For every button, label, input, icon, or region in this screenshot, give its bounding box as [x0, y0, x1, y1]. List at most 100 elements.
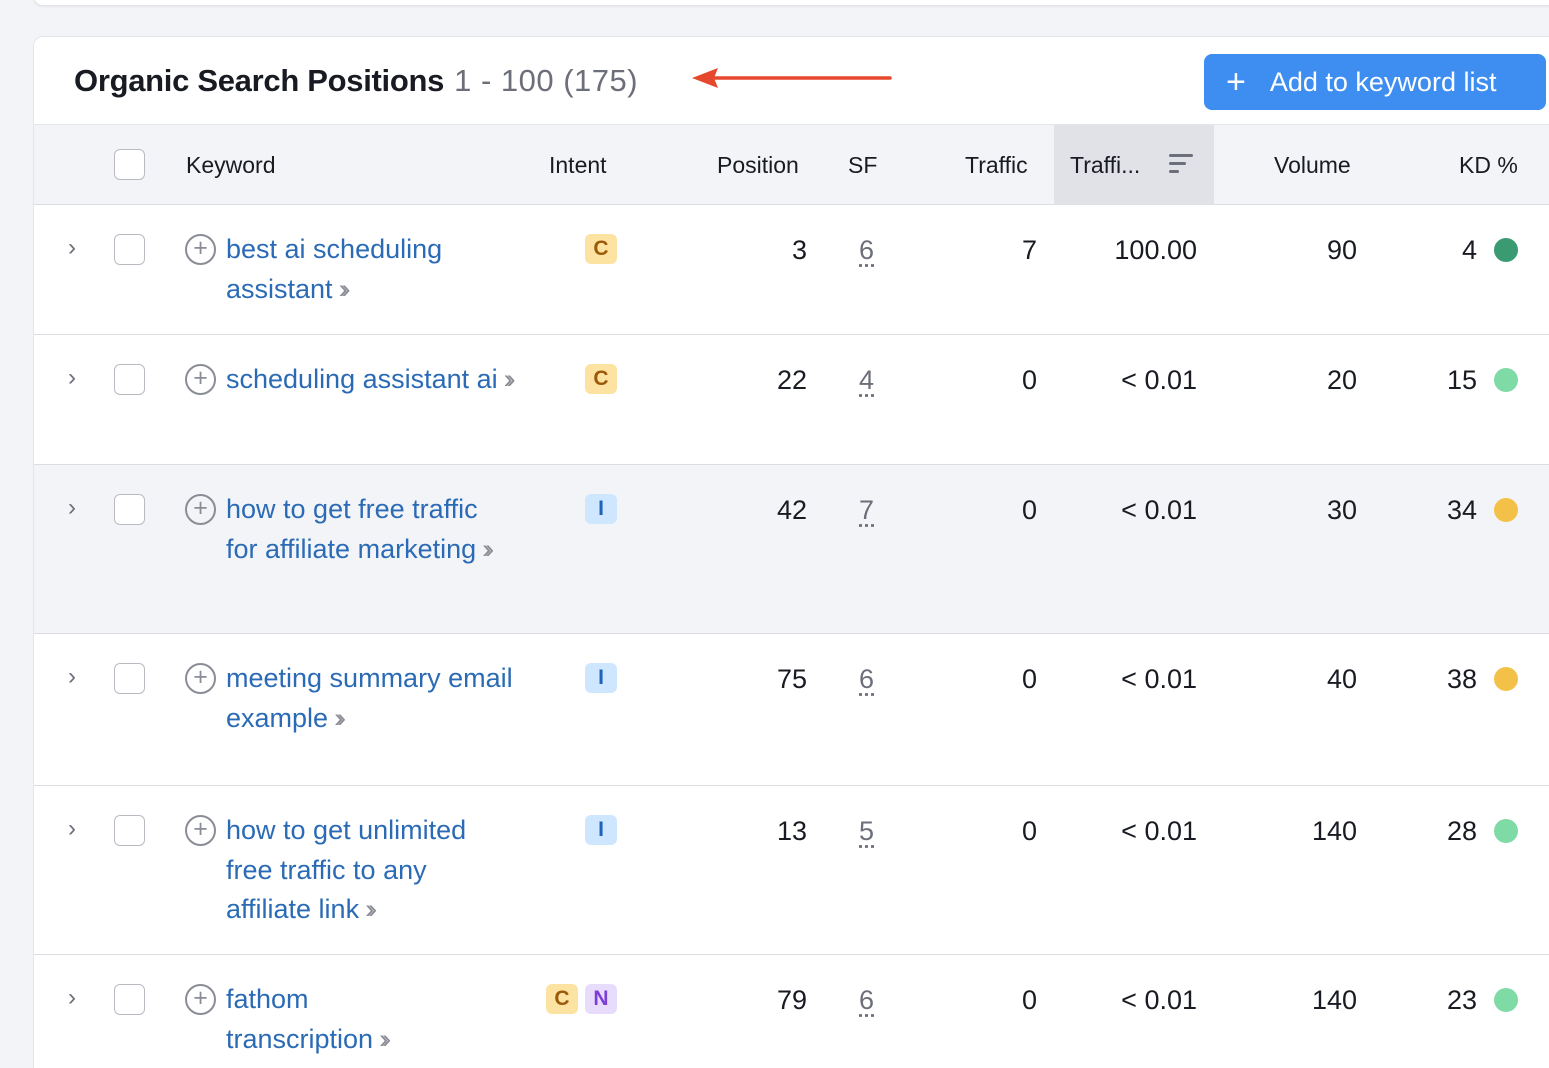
- add-button-label: Add to keyword list: [1269, 66, 1497, 97]
- volume-value: 40: [1326, 664, 1357, 694]
- traffic-value: 0: [1021, 985, 1037, 1015]
- chevron-right-icon[interactable]: ›: [68, 364, 76, 391]
- keyword-link[interactable]: meeting summary email example ››: [226, 663, 513, 733]
- kd-value: 4: [1461, 235, 1477, 265]
- intent-badge: C: [585, 364, 617, 394]
- serp-features-value[interactable]: 5: [859, 816, 875, 846]
- serp-features-value[interactable]: 6: [859, 664, 875, 694]
- traffic-value: 0: [1021, 495, 1037, 525]
- select-all-checkbox[interactable]: [114, 149, 145, 180]
- traffic-percent-value: 100.00: [1114, 235, 1197, 265]
- chevron-right-icon[interactable]: ›: [68, 815, 76, 842]
- col-traffic-percent-label: Traffi...: [1070, 152, 1141, 178]
- row-checkbox[interactable]: [114, 984, 145, 1015]
- volume-value: 140: [1311, 816, 1357, 846]
- col-volume[interactable]: Volume: [1274, 152, 1351, 178]
- organic-positions-panel: Organic Search Positions 1 - 100 (175) +…: [33, 36, 1549, 1068]
- col-traffic[interactable]: Traffic: [965, 152, 1028, 178]
- red-arrow-icon: [692, 68, 892, 88]
- results-count: 1 - 100 (175): [454, 63, 639, 98]
- plus-circle-icon[interactable]: +: [185, 364, 216, 395]
- table-row: › + meeting summary email example ›› I 75…: [34, 634, 1549, 786]
- kd-indicator: [1494, 238, 1518, 262]
- table-row: › + how to get free traffic for affiliat…: [34, 465, 1549, 634]
- keyword-link[interactable]: best ai scheduling assistant ››: [226, 234, 443, 304]
- keyword-link[interactable]: scheduling assistant ai ››: [226, 364, 516, 394]
- col-keyword[interactable]: Keyword: [186, 152, 276, 178]
- intent-badge: C: [585, 234, 617, 264]
- top-card-edge: [33, 0, 1549, 6]
- traffic-value: 0: [1021, 365, 1037, 395]
- intent-badge: I: [585, 815, 617, 845]
- position-value: 3: [791, 235, 807, 265]
- chevron-right-icon[interactable]: ›: [68, 984, 76, 1011]
- kd-indicator: [1494, 988, 1518, 1012]
- col-position[interactable]: Position: [717, 152, 799, 178]
- plus-circle-icon[interactable]: +: [185, 984, 216, 1015]
- position-value: 79: [776, 985, 807, 1015]
- page-title: Organic Search Positions: [74, 63, 445, 98]
- volume-value: 90: [1326, 235, 1357, 265]
- position-value: 22: [776, 365, 807, 395]
- plus-circle-icon[interactable]: +: [185, 815, 216, 846]
- col-sf[interactable]: SF: [848, 152, 878, 178]
- plus-circle-icon[interactable]: +: [185, 234, 216, 265]
- table-row: › + fathom transcription ›› C N 79 6 0 < …: [34, 955, 1549, 1068]
- kd-value: 28: [1446, 816, 1477, 846]
- volume-value: 20: [1326, 365, 1357, 395]
- serp-features-value[interactable]: 6: [859, 235, 875, 265]
- double-chevron-right-icon[interactable]: ››: [379, 1023, 391, 1054]
- row-checkbox[interactable]: [114, 663, 145, 694]
- chevron-right-icon[interactable]: ›: [68, 494, 76, 521]
- col-traffic-percent[interactable]: Traffi...: [1054, 125, 1214, 205]
- table-row: › + how to get unlimited free traffic to…: [34, 786, 1549, 955]
- traffic-value: 7: [1021, 235, 1037, 265]
- double-chevron-right-icon[interactable]: ››: [482, 533, 494, 564]
- kd-indicator: [1494, 368, 1518, 392]
- serp-features-value[interactable]: 7: [859, 495, 875, 525]
- keyword-link[interactable]: how to get unlimited free traffic to any…: [226, 815, 467, 924]
- col-kd[interactable]: KD %: [1459, 152, 1518, 178]
- traffic-percent-value: < 0.01: [1121, 365, 1197, 395]
- keyword-link[interactable]: how to get free traffic for affiliate ma…: [226, 494, 494, 564]
- kd-value: 34: [1446, 495, 1477, 525]
- traffic-value: 0: [1021, 816, 1037, 846]
- intent-badge: I: [585, 494, 617, 524]
- table-row: › + scheduling assistant ai ›› C 22 4 0 <…: [34, 335, 1549, 465]
- serp-features-value[interactable]: 6: [859, 985, 875, 1015]
- row-checkbox[interactable]: [114, 364, 145, 395]
- table-row: › + best ai scheduling assistant ›› C 3 6…: [34, 205, 1549, 335]
- sort-descending-icon: [1169, 154, 1193, 173]
- panel-header: Organic Search Positions 1 - 100 (175) +…: [34, 37, 1549, 125]
- kd-indicator: [1494, 819, 1518, 843]
- double-chevron-right-icon[interactable]: ››: [365, 894, 377, 924]
- double-chevron-right-icon[interactable]: ››: [503, 364, 516, 394]
- plus-circle-icon[interactable]: +: [185, 663, 216, 694]
- position-value: 75: [776, 664, 807, 694]
- kd-value: 15: [1446, 365, 1477, 395]
- table-header: Keyword Intent Position SF Traffic Traff…: [34, 125, 1549, 205]
- intent-badge: I: [585, 663, 617, 693]
- kd-value: 38: [1446, 664, 1477, 694]
- chevron-right-icon[interactable]: ›: [68, 234, 76, 261]
- panel-title: Organic Search Positions 1 - 100 (175): [74, 63, 638, 99]
- traffic-value: 0: [1021, 664, 1037, 694]
- traffic-percent-value: < 0.01: [1121, 495, 1197, 525]
- add-to-keyword-list-button[interactable]: + Add to keyword list: [1204, 54, 1546, 110]
- row-checkbox[interactable]: [114, 494, 145, 525]
- col-intent[interactable]: Intent: [549, 152, 607, 178]
- intent-badge: C: [546, 984, 578, 1014]
- intent-badge: N: [585, 984, 617, 1014]
- traffic-percent-value: < 0.01: [1121, 985, 1197, 1015]
- kd-value: 23: [1446, 985, 1477, 1015]
- serp-features-value[interactable]: 4: [859, 365, 875, 395]
- volume-value: 30: [1326, 495, 1357, 525]
- keyword-link[interactable]: fathom transcription ››: [226, 984, 391, 1054]
- double-chevron-right-icon[interactable]: ››: [334, 702, 346, 733]
- plus-icon: +: [1226, 63, 1246, 101]
- row-checkbox[interactable]: [114, 815, 145, 846]
- double-chevron-right-icon[interactable]: ››: [338, 273, 351, 304]
- row-checkbox[interactable]: [114, 234, 145, 265]
- plus-circle-icon[interactable]: +: [185, 494, 216, 525]
- chevron-right-icon[interactable]: ›: [68, 663, 76, 690]
